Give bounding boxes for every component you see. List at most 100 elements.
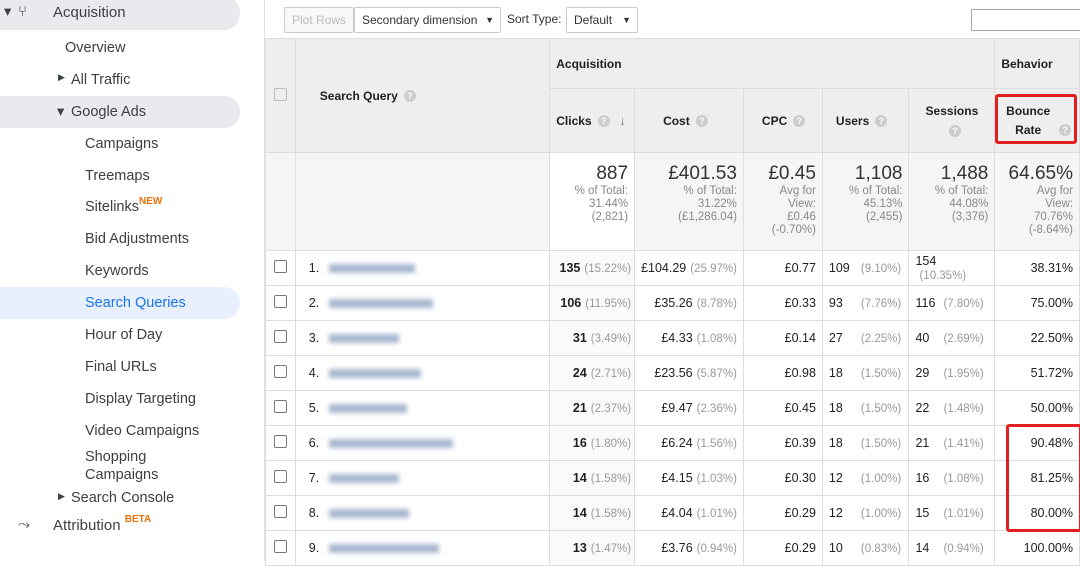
sidebar-item-google-ads[interactable]: Google Ads — [71, 104, 146, 120]
row-checkbox[interactable] — [273, 260, 287, 273]
search-query-header[interactable]: Search Query? — [294, 38, 551, 153]
row-checkbox-cell — [265, 425, 296, 461]
sessions-label: Sessions — [925, 103, 979, 118]
table-row[interactable]: 7. 14 (1.58%) £4.15 (1.03%) £0.30 12 (1.00%… — [265, 460, 1080, 496]
search-query-cell[interactable]: 4. — [294, 355, 551, 391]
new-badge: NEW — [139, 196, 163, 207]
table-row[interactable]: 4. 24 (2.71%) £23.56 (5.87%) £0.98 18 (1.50… — [265, 355, 1080, 391]
table-row[interactable]: 6. 16 (1.80%) £6.24 (1.56%) £0.39 18 (1.50%… — [265, 425, 1080, 461]
cpc-cell: £0.77 — [742, 250, 823, 286]
sidebar-item-acquisition[interactable]: Acquisition — [53, 4, 126, 21]
help-icon[interactable]: ? — [793, 115, 806, 128]
row-checkbox[interactable] — [273, 540, 287, 553]
total-detail: View: — [1045, 198, 1073, 210]
row-checkbox[interactable] — [273, 330, 287, 343]
clicks-header[interactable]: Clicks? ↓ — [549, 88, 636, 153]
users-pct: (1.50%) — [860, 403, 902, 415]
table-row[interactable]: 1. 135 (15.22%) £104.29 (25.97%) £0.77 109… — [265, 250, 1080, 286]
clicks-cell: 106 (11.95%) — [549, 285, 636, 321]
row-checkbox[interactable] — [273, 295, 287, 308]
sidebar-item-search-console[interactable]: Search Console — [71, 490, 175, 506]
sessions-cell: 22 (1.48%) — [908, 390, 996, 426]
clicks-value: 14 — [572, 506, 587, 520]
row-number: 1. — [308, 261, 320, 275]
sidebar-item-shopping-campaigns[interactable]: Shopping Campaigns — [85, 449, 159, 483]
sessions-value: 16 — [915, 471, 930, 485]
row-checkbox[interactable] — [273, 365, 287, 378]
search-query-cell[interactable]: 7. — [294, 460, 551, 496]
clicks-value: 16 — [572, 436, 587, 450]
row-checkbox[interactable] — [273, 435, 287, 448]
help-icon[interactable]: ? — [948, 125, 961, 138]
sidebar-item-campaigns[interactable]: Campaigns — [85, 136, 159, 152]
row-number: 4. — [308, 366, 320, 380]
total-detail: (-8.64%) — [1028, 224, 1073, 236]
cost-value: £4.04 — [661, 506, 693, 520]
total-detail: Avg for — [779, 185, 816, 197]
row-checkbox[interactable] — [273, 470, 287, 483]
search-query-cell[interactable]: 3. — [294, 320, 551, 356]
help-icon[interactable]: ? — [695, 115, 708, 128]
search-query-cell[interactable]: 6. — [294, 425, 551, 461]
sidebar-item-treemaps[interactable]: Treemaps — [85, 168, 150, 184]
users-header[interactable]: Users? — [821, 88, 910, 153]
row-checkbox[interactable] — [273, 400, 287, 413]
row-number: 6. — [308, 436, 320, 450]
bounce-rate-value: 80.00% — [1030, 506, 1073, 520]
secondary-dimension-dropdown[interactable]: Secondary dimension ▼ — [354, 7, 501, 33]
sessions-header[interactable]: Sessions? — [908, 88, 996, 153]
sidebar-item-all-traffic[interactable]: All Traffic — [71, 72, 131, 88]
help-icon[interactable]: ? — [403, 90, 416, 103]
caret-down-icon: ▾ — [57, 104, 65, 120]
sidebar-item-video-campaigns[interactable]: Video Campaigns — [85, 423, 200, 439]
row-checkbox-cell — [265, 250, 296, 286]
search-query-cell[interactable]: 2. — [294, 285, 551, 321]
users-cell: 27 (2.25%) — [821, 320, 910, 356]
search-query-cell[interactable]: 1. — [294, 250, 551, 286]
sidebar-item-attribution[interactable]: Attribution BETA — [53, 514, 151, 534]
sidebar-item-bid-adjustments[interactable]: Bid Adjustments — [85, 231, 189, 247]
search-query-cell[interactable]: 5. — [294, 390, 551, 426]
sidebar-item-keywords[interactable]: Keywords — [85, 263, 149, 279]
clicks-cell: 13 (1.47%) — [549, 530, 636, 566]
row-checkbox[interactable] — [273, 505, 287, 518]
plot-rows-button[interactable]: Plot Rows — [284, 7, 355, 33]
total-value: 64.65% — [1008, 163, 1073, 184]
cost-header[interactable]: Cost? — [634, 88, 744, 153]
secondary-dimension-label: Secondary dimension — [362, 13, 478, 27]
help-icon[interactable]: ? — [875, 115, 888, 128]
sessions-pct: (1.41%) — [943, 438, 984, 450]
cost-pct: (1.08%) — [696, 333, 737, 345]
table-row[interactable]: 5. 21 (2.37%) £9.47 (2.36%) £0.45 18 (1.50%… — [265, 390, 1080, 426]
clicks-pct: (3.49%) — [590, 333, 632, 345]
sidebar-item-overview[interactable]: Overview — [65, 40, 126, 56]
table-row[interactable]: 9. 13 (1.47%) £3.76 (0.94%) £0.29 10 (0.83%… — [265, 530, 1080, 566]
sidebar-item-hour-of-day[interactable]: Hour of Day — [85, 327, 163, 343]
total-value: 1,488 — [940, 163, 989, 184]
total-cell: £401.53% of Total: 31.22% (£1,286.04) — [634, 152, 744, 251]
total-detail: (3,376) — [951, 211, 989, 223]
help-icon[interactable]: ? — [1059, 124, 1072, 137]
users-value: 18 — [828, 366, 843, 380]
table-row[interactable]: 3. 31 (3.49%) £4.33 (1.08%) £0.14 27 (2.25%… — [265, 320, 1080, 356]
table-row[interactable]: 2. 106 (11.95%) £35.26 (8.78%) £0.33 93 (7.… — [265, 285, 1080, 321]
sidebar-item-search-queries[interactable]: Search Queries — [85, 295, 186, 311]
sessions-cell: 40 (2.69%) — [908, 320, 996, 356]
cpc-header[interactable]: CPC? — [742, 88, 823, 153]
search-input[interactable] — [971, 9, 1080, 31]
search-query-cell[interactable]: 8. — [294, 495, 551, 531]
sidebar-item-final-urls[interactable]: Final URLs — [85, 359, 157, 375]
table-row[interactable]: 8. 14 (1.58%) £4.04 (1.01%) £0.29 12 (1.00%… — [265, 495, 1080, 531]
users-cell: 12 (1.00%) — [821, 460, 910, 496]
sessions-pct: (1.01%) — [943, 508, 984, 520]
sidebar-item-display-targeting[interactable]: Display Targeting — [85, 391, 196, 407]
select-all-cell — [265, 38, 296, 153]
select-all-checkbox[interactable] — [273, 87, 287, 101]
bounce-rate-value: 50.00% — [1030, 401, 1073, 415]
help-icon[interactable]: ? — [597, 115, 610, 128]
row-number: 3. — [308, 331, 320, 345]
search-query-cell[interactable]: 9. — [294, 530, 551, 566]
sidebar-item-sitelinks[interactable]: SitelinksNEW — [85, 196, 163, 215]
sort-type-dropdown[interactable]: Default ▼ — [566, 7, 638, 33]
cpc-value: £0.30 — [784, 471, 816, 485]
